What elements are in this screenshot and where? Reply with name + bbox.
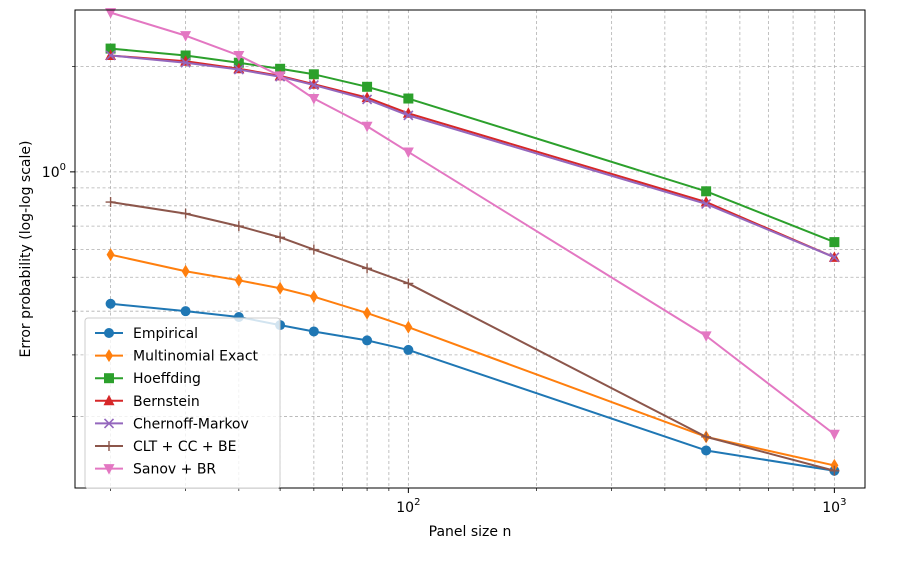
data-point bbox=[362, 81, 373, 92]
legend-marker bbox=[105, 349, 113, 363]
data-point bbox=[105, 197, 116, 208]
data-point bbox=[308, 244, 319, 255]
x-tick-label: 103 bbox=[822, 497, 846, 516]
legend-label: Chernoff-Markov bbox=[133, 416, 249, 432]
legend-marker bbox=[103, 418, 115, 429]
data-point bbox=[105, 8, 117, 19]
data-point bbox=[404, 320, 413, 334]
legend-item: Multinomial Exact bbox=[95, 349, 259, 365]
data-point bbox=[403, 93, 414, 104]
series-chernoff-markov bbox=[105, 50, 840, 263]
data-point bbox=[829, 252, 840, 263]
legend-item: Sanov + BR bbox=[95, 462, 216, 478]
data-point bbox=[180, 31, 192, 42]
data-point bbox=[180, 57, 191, 68]
data-point bbox=[362, 263, 373, 274]
legend-item: Hoeffding bbox=[95, 371, 201, 387]
data-point bbox=[308, 326, 319, 337]
data-point bbox=[308, 94, 320, 105]
data-point bbox=[402, 147, 414, 158]
legend-marker bbox=[103, 394, 115, 406]
legend-label: Multinomial Exact bbox=[133, 349, 259, 365]
data-point bbox=[276, 281, 285, 295]
y-axis-label: Error probability (log-log scale) bbox=[18, 141, 34, 358]
legend-label: Hoeffding bbox=[133, 371, 201, 387]
legend-item: Chernoff-Markov bbox=[95, 416, 249, 432]
series-line bbox=[110, 54, 835, 259]
data-point bbox=[362, 94, 373, 105]
legend-item: CLT + CC + BE bbox=[95, 439, 236, 455]
y-tick-label: 100 bbox=[42, 162, 66, 181]
data-point bbox=[181, 264, 190, 278]
data-point bbox=[829, 465, 840, 476]
x-tick-label: 102 bbox=[396, 497, 420, 516]
data-point bbox=[309, 290, 318, 304]
data-point bbox=[701, 198, 712, 209]
data-point bbox=[701, 186, 712, 197]
legend: Empirical Multinomial Exact Hoeffding Berns… bbox=[84, 317, 281, 489]
series-clt-cc-be bbox=[105, 197, 840, 476]
data-point bbox=[403, 278, 414, 289]
data-point bbox=[275, 63, 286, 74]
data-point bbox=[234, 273, 243, 287]
data-point bbox=[105, 298, 116, 309]
data-point bbox=[363, 306, 372, 320]
plot-frame bbox=[74, 9, 866, 489]
series-bernstein bbox=[105, 49, 840, 262]
data-point bbox=[233, 64, 244, 75]
data-point bbox=[828, 429, 840, 441]
legend-label: Empirical bbox=[133, 326, 198, 342]
data-point bbox=[403, 110, 414, 121]
data-point bbox=[233, 221, 244, 232]
legend-marker bbox=[104, 373, 114, 384]
legend-item: Bernstein bbox=[95, 394, 200, 410]
legend-label: Bernstein bbox=[133, 394, 200, 410]
data-point bbox=[362, 335, 373, 346]
legend-marker bbox=[104, 328, 114, 338]
data-point bbox=[829, 237, 840, 248]
data-point bbox=[180, 208, 191, 219]
data-point bbox=[701, 445, 712, 456]
legend-label: Sanov + BR bbox=[133, 462, 216, 478]
data-point bbox=[180, 306, 191, 317]
data-point bbox=[701, 431, 712, 442]
data-point bbox=[361, 121, 373, 133]
data-point bbox=[308, 69, 319, 80]
data-point bbox=[274, 71, 286, 82]
data-point bbox=[308, 79, 319, 91]
plot-series bbox=[105, 8, 840, 476]
data-point bbox=[830, 458, 839, 472]
legend-label: CLT + CC + BE bbox=[133, 439, 236, 455]
series-line bbox=[110, 54, 835, 259]
series-hoeffding bbox=[105, 43, 840, 248]
series-multinomial-exact bbox=[106, 248, 839, 472]
x-axis-label: Panel size n bbox=[429, 524, 512, 540]
data-point bbox=[403, 344, 414, 355]
legend-box bbox=[84, 317, 281, 489]
data-point bbox=[233, 50, 245, 62]
legend-marker bbox=[103, 464, 115, 475]
data-point bbox=[106, 248, 115, 262]
legend-marker bbox=[104, 441, 114, 451]
data-point bbox=[105, 43, 116, 54]
data-point bbox=[233, 57, 244, 68]
axes: 102 103 100 bbox=[42, 66, 846, 516]
data-point bbox=[105, 50, 116, 61]
data-point bbox=[275, 232, 286, 243]
data-point bbox=[700, 331, 712, 342]
series-sanov-br bbox=[105, 8, 840, 441]
legend-item: Empirical bbox=[95, 326, 198, 342]
